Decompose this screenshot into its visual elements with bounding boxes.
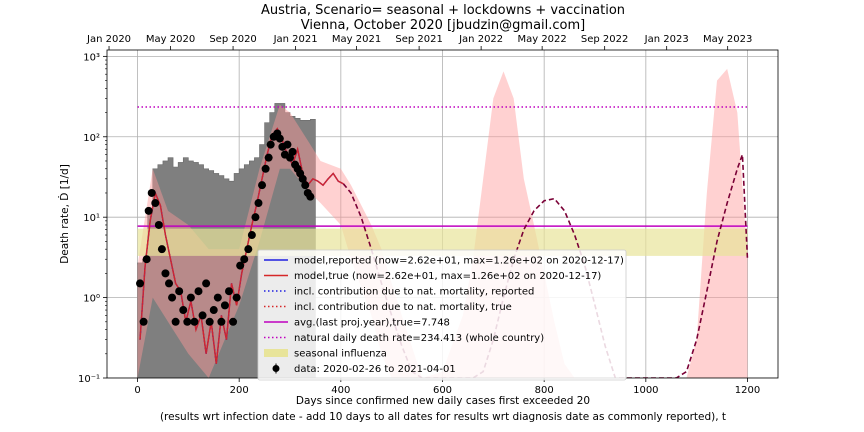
legend-label: model,true (now=2.62e+01, max=1.26e+02 o… [294,271,601,282]
data-point [194,287,203,296]
top-tick-label: May 2021 [332,34,381,45]
x-axis-label-line-1: Days since confirmed new daily cases fir… [296,395,590,407]
data-point [205,317,214,326]
data-point [301,181,310,190]
data-point [240,255,249,264]
legend-label: incl. contribution due to nat. mortality… [294,302,512,313]
top-tick-label: May 2020 [146,34,195,45]
top-tick-label: Jan 2023 [644,34,689,45]
data-point [306,192,315,201]
legend-marker [272,365,280,372]
chart-title-line-2: Vienna, October 2020 [jbudzin@gmail.com] [301,18,585,33]
x-tick-label: 1000 [633,385,658,396]
data-point [171,317,180,326]
data-point [213,293,222,302]
top-tick-label: Sep 2021 [395,34,442,45]
legend-label: seasonal influenza [294,349,387,360]
y-tick-label: 10² [83,133,100,144]
data-point [198,311,207,320]
data-point [202,279,211,288]
data-point [220,301,229,310]
data-point [165,279,174,288]
data-point [144,206,153,215]
legend-label: incl. contribution due to nat. mortality… [294,287,534,298]
model-true-nat-line [139,127,344,364]
legend-label: natural daily death rate=234.413 (whole … [294,333,544,344]
data-point [168,293,177,302]
data-point [244,245,253,254]
x-axis-ticks: 0 200 400 600 800 1000 1200 [134,378,760,396]
data-point [154,220,163,229]
data-point [261,164,270,173]
data-point [161,269,170,278]
y-tick-label: 10¹ [83,213,100,224]
x-tick-label: 600 [433,385,452,396]
x-tick-label: 800 [535,385,554,396]
data-point [179,306,188,315]
legend-box [257,249,627,381]
data-point [209,306,218,315]
data-point [236,261,245,270]
x-tick-label: 1200 [735,385,760,396]
data-point [275,134,284,143]
data-point [217,317,226,326]
legend: model,reported (now=2.62e+01, max=1.26e+… [257,249,627,381]
chart-title-line-1: Austria, Scenario= seasonal + lockdowns … [261,3,625,18]
data-point [147,188,156,197]
top-tick-label: May 2023 [703,34,752,45]
legend-swatch [264,349,288,357]
x-tick-label: 400 [331,385,350,396]
legend-label: model,reported (now=2.62e+01, max=1.26e+… [294,256,624,267]
top-tick-label: Jan 2020 [86,34,131,45]
data-point [183,317,192,326]
x-tick-label: 200 [230,385,249,396]
top-tick-label: Sep 2022 [581,34,628,45]
data-point [247,231,256,240]
data-point [175,287,184,296]
data-point [298,174,307,183]
data-point [251,213,260,222]
y-axis-label: Death rate, Ḋ [1/d] [58,164,71,264]
top-tick-label: May 2022 [517,34,566,45]
y-tick-label: 10⁻¹ [78,374,100,385]
y-tick-label: 10⁰ [83,294,100,305]
data-point [157,245,166,254]
data-point [264,153,273,162]
data-point [142,255,151,264]
legend-label: avg.(last proj.year),true=7.748 [294,318,450,329]
top-tick-label: Jan 2021 [273,34,318,45]
data-point [258,181,267,190]
data-point [136,279,145,288]
data-point [283,140,292,149]
data-point [225,287,233,296]
data-point [266,140,275,149]
data-point [232,293,241,302]
data-point [151,199,160,208]
data-point [186,293,195,302]
data-point [288,147,297,156]
top-tick-label: Jan 2022 [458,34,503,45]
data-point [190,317,199,326]
data-point [139,317,148,326]
top-axis-ticks: Jan 2020 May 2020 Sep 2020 Jan 2021 May 2021… [86,34,752,50]
data-point [229,317,238,326]
top-tick-label: Sep 2020 [209,34,256,45]
x-tick-label: 0 [134,385,140,396]
y-tick-label: 10³ [83,52,100,63]
x-axis-label-line-2: (results wrt infection date - add 10 day… [160,411,726,423]
y-axis-ticks: 10⁻¹ 10⁰ 10¹ 10² 10³ [78,52,107,385]
legend-label: data: 2020-02-26 to 2021-04-01 [294,364,456,375]
data-point [254,199,263,208]
